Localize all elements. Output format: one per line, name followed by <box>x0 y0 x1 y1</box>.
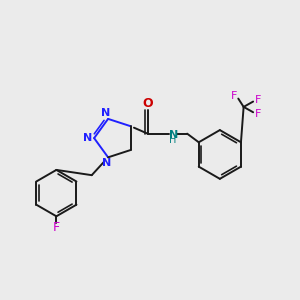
Text: N: N <box>83 133 92 142</box>
Text: N: N <box>102 158 111 168</box>
Text: F: F <box>53 221 60 234</box>
Text: F: F <box>231 91 237 100</box>
Text: N: N <box>169 130 178 140</box>
Text: H: H <box>169 135 177 145</box>
Text: O: O <box>142 98 153 110</box>
Text: F: F <box>255 95 261 105</box>
Text: N: N <box>101 108 111 118</box>
Text: F: F <box>255 109 261 119</box>
